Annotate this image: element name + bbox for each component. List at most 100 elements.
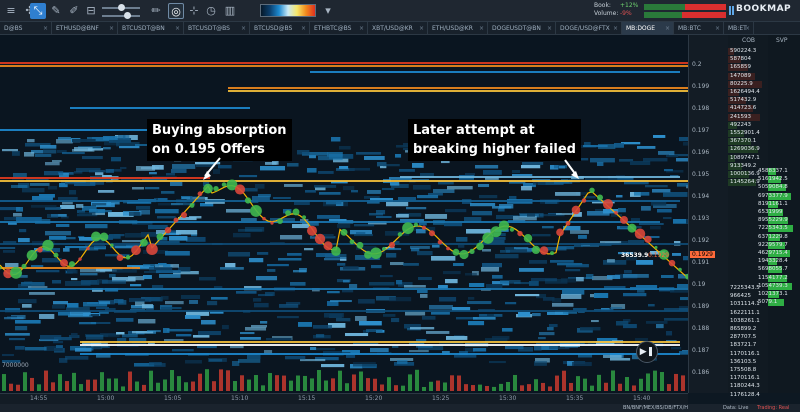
price-label: 0.197 xyxy=(692,127,710,134)
cob-value: 913349.2 xyxy=(730,162,757,169)
bid-value: 865899.2 xyxy=(730,326,757,332)
close-icon[interactable]: × xyxy=(358,25,364,32)
stopwatch-icon[interactable]: ◷ xyxy=(206,4,216,17)
cob-value: 80225.9 xyxy=(730,80,753,87)
pencil-icon[interactable]: ✎ xyxy=(51,4,61,17)
book-value: +12% xyxy=(620,2,639,9)
bid-value: 287707.5 xyxy=(730,334,757,341)
svp-row: 4629715.4 xyxy=(756,250,790,257)
annotation-buying-absorption: Buying absorption on 0.195 Offers xyxy=(147,119,292,161)
close-icon[interactable]: × xyxy=(714,25,720,32)
svp-row: 1943328.4 xyxy=(756,258,788,266)
tab-label: ETH/USD@KR xyxy=(432,25,473,32)
heatmap-gradient[interactable] xyxy=(260,4,316,17)
bid-row: 1622111.1 xyxy=(728,310,760,317)
grid-icon[interactable]: ⊹ xyxy=(189,4,199,17)
svp-value: 5161942.5 xyxy=(758,176,788,183)
cob-value: 1145264.9 xyxy=(730,179,760,186)
bars-icon[interactable]: ▥ xyxy=(224,4,236,17)
price-label: 0.196 xyxy=(692,149,710,156)
close-icon[interactable]: × xyxy=(478,25,484,32)
time-label: 15:20 xyxy=(365,395,383,402)
play-button[interactable]: ▶❚ xyxy=(636,341,658,363)
tab-label: DOGEUSDT@BN xyxy=(492,25,541,32)
close-icon[interactable]: × xyxy=(108,25,114,32)
close-icon[interactable]: × xyxy=(546,25,552,32)
price-axis[interactable]: 0.2 0.199 0.198 0.197 0.196 0.195 0.194 0.193 0.… xyxy=(688,35,728,393)
tab-label: MB:DOGE xyxy=(626,25,656,32)
time-axis[interactable]: 14:55 15:00 15:05 15:10 15:15 15:20 15:25 15:30… xyxy=(0,393,688,404)
svp-row: 5698055.7 xyxy=(756,266,788,274)
bid-row: 183721.7 xyxy=(728,342,756,349)
cob-row: 1552901.4 xyxy=(728,130,768,137)
slider-lower-track[interactable] xyxy=(102,15,140,17)
close-icon[interactable]: × xyxy=(42,25,48,32)
svp-value: 8191161.1 xyxy=(758,200,788,207)
status-bar: BN/BNF/MEX/BS/DB/FTX/H Data: Live Tradin… xyxy=(0,404,800,412)
edit-icon[interactable]: ✐ xyxy=(69,4,79,17)
tab-btcusdt-bn[interactable]: BTCUSDT@BN × xyxy=(118,22,184,35)
book-label: Book: xyxy=(594,2,611,9)
cob-header: COB xyxy=(742,37,756,44)
annotation-left-line-2: on 0.195 Offers xyxy=(152,142,265,157)
cob-row: 80225.9 xyxy=(728,80,768,88)
annotation-left-line-1: Buying absorption xyxy=(152,123,287,138)
brush-icon[interactable]: ✏ xyxy=(151,4,161,17)
heatmap-chart[interactable] xyxy=(0,35,688,393)
cob-column: COB 590224.3 587804 165859 147089 80225.9 162… xyxy=(728,35,768,398)
tab-dogeusdt-bn[interactable]: DOGEUSDT@BN × xyxy=(488,22,556,35)
price-label: 0.198 xyxy=(692,105,710,112)
price-label: 0.193 xyxy=(692,215,710,222)
svp-value: 1943328.4 xyxy=(758,258,788,265)
bid-row: 1170116.1 xyxy=(728,351,760,358)
tab-ethusd-bnf[interactable]: ETHUSD@BNF × xyxy=(52,22,118,35)
tab-mb-et[interactable]: MB:ET × xyxy=(724,22,754,35)
tab-btcusd-bs[interactable]: BTCUSD@BS × xyxy=(250,22,310,35)
bid-row: 966425 xyxy=(728,293,751,300)
close-icon[interactable]: × xyxy=(744,25,750,32)
cob-row: 590224.3 xyxy=(728,48,768,55)
close-icon[interactable]: × xyxy=(240,25,246,32)
bid-row: 1170116.1 xyxy=(728,375,760,382)
slider-upper-knob[interactable] xyxy=(118,4,125,11)
bid-value: 7225343.5 xyxy=(730,285,760,291)
tab-label: ETHBTC@BS xyxy=(314,25,352,32)
svp-value: 6371229.8 xyxy=(758,233,788,240)
cob-value: 165859 xyxy=(730,64,751,71)
tab-mb-doge[interactable]: MB:DOGE × xyxy=(622,22,674,35)
close-icon[interactable]: × xyxy=(174,25,180,32)
cob-row: 587804 xyxy=(728,56,768,64)
bid-value: 1622111.1 xyxy=(730,309,760,316)
cob-row: 913349.2 xyxy=(728,162,768,170)
tab-label: BTCUSD@BS xyxy=(254,25,293,32)
pin-icon[interactable]: ◎ xyxy=(168,3,184,19)
time-label: 15:15 xyxy=(298,395,316,402)
svp-value: 8955229.9 xyxy=(758,217,788,224)
heatmap-settings-icon[interactable]: ▾ xyxy=(325,4,331,17)
tab-d-bs[interactable]: D@BS × xyxy=(0,22,52,35)
tab-btcusdt-bs[interactable]: BTCUSDT@BS × xyxy=(184,22,250,35)
bid-row: 287707.5 xyxy=(728,334,756,341)
tab-xbt-usd-kr[interactable]: XBT/USD@KR × xyxy=(368,22,428,35)
toolbar: ≡ ✣ ⤡ ✎ ✐ ⊟ ✏ ◎ ⊹ ◷ ▥ ▾ Book: Volume: +1… xyxy=(0,0,800,22)
list-icon[interactable]: ≡ xyxy=(6,4,16,17)
close-icon[interactable]: × xyxy=(664,25,670,32)
svp-value: 4629715.4 xyxy=(758,250,788,256)
cob-value: 147089 xyxy=(730,72,751,79)
close-icon[interactable]: × xyxy=(612,25,618,32)
tab-eth-usd-kr[interactable]: ETH/USD@KR × xyxy=(428,22,488,35)
book-imbalance-bar xyxy=(644,4,726,10)
tab-doge-usd-ftx[interactable]: DOGE/USD@FTX × xyxy=(556,22,622,35)
close-icon[interactable]: × xyxy=(418,25,424,32)
time-label: 15:00 xyxy=(97,395,115,402)
tab-ethbtc-bs[interactable]: ETHBTC@BS × xyxy=(310,22,368,35)
tab-mb-btc[interactable]: MB:BTC × xyxy=(674,22,724,35)
slider-lower-knob[interactable] xyxy=(124,12,131,19)
cursor-icon[interactable]: ⤡ xyxy=(30,3,46,19)
sliders-icon[interactable]: ⊟ xyxy=(86,4,96,17)
volume-scale-label: 7000000 xyxy=(2,362,29,369)
heatmap-canvas[interactable] xyxy=(0,35,688,393)
close-icon[interactable]: × xyxy=(300,25,306,32)
volume-imbalance-bar xyxy=(644,12,726,18)
svp-value: 7225343.5 xyxy=(758,225,788,232)
